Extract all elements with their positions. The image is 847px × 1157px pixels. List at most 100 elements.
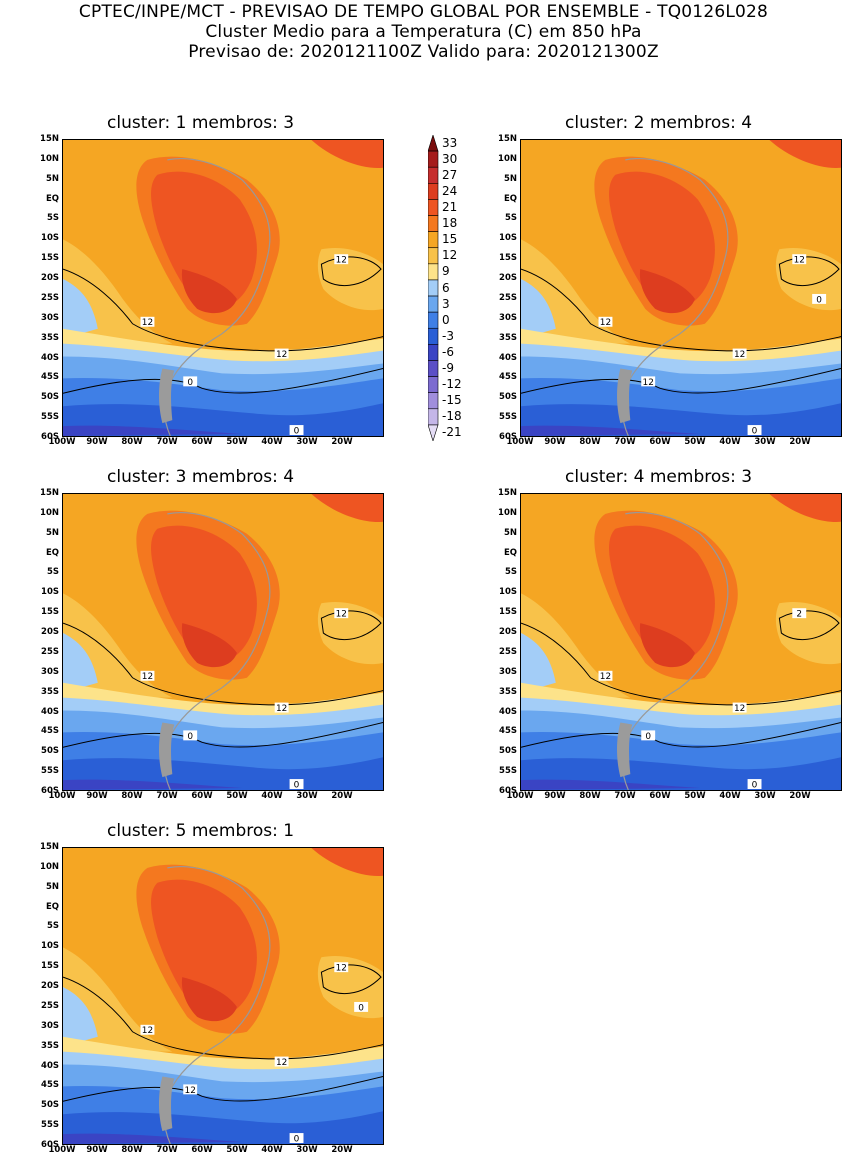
map-title: cluster: 1 membros: 3 — [107, 113, 295, 133]
contour-label-text: 12 — [734, 350, 745, 360]
contour-label-text: 0 — [645, 732, 651, 742]
contour-label: 12 — [183, 1084, 198, 1096]
atlantic-mild-zone — [317, 247, 383, 311]
lat-tick-label: 10S — [41, 941, 59, 952]
lat-tick-label: 25S — [499, 646, 517, 657]
contour-label-text: 0 — [358, 1003, 364, 1013]
continental-hot-region — [609, 171, 715, 311]
map-svg: 12 12 12 12 0 0 — [63, 848, 383, 1144]
colorbar-swatch — [428, 295, 439, 313]
colorbar-swatch — [428, 392, 439, 410]
hot-core — [639, 269, 695, 314]
header-line-3: Previsao de: 2020121100Z Valido para: 20… — [188, 42, 659, 62]
contour-label-text: 12 — [276, 704, 287, 714]
lon-tick-label: 30W — [296, 1145, 318, 1155]
lon-tick-label: 80W — [121, 791, 143, 801]
lat-tick-label: EQ — [45, 901, 59, 912]
colorbar-swatch — [428, 376, 439, 393]
lon-tick-label: 100W — [48, 1145, 76, 1155]
lat-tick-label: 30S — [499, 312, 517, 323]
lon-tick-label: 90W — [544, 437, 566, 447]
contour-label: 12 — [792, 254, 807, 266]
lat-tick-label: 5N — [45, 173, 59, 184]
lon-tick-label: 20W — [331, 1145, 353, 1155]
header-line-1: CPTEC/INPE/MCT - PREVISAO DE TEMPO GLOBA… — [78, 2, 769, 22]
contour-label: 12 — [140, 670, 155, 682]
lon-tick-label: 100W — [506, 791, 534, 801]
lat-tick-label: 50S — [499, 392, 517, 403]
pacific-cool-patch — [521, 279, 556, 339]
colorbar-label: -15 — [442, 393, 462, 408]
colorbar-label: 30 — [442, 151, 458, 166]
colorbar-swatch — [428, 135, 439, 152]
lon-tick-label: 80W — [579, 791, 601, 801]
header-line-2: Cluster Medio para a Temperatura (C) em … — [205, 22, 642, 42]
band-neg6 — [63, 1133, 242, 1144]
contour-0 — [521, 721, 841, 748]
colorbar-label: 21 — [442, 199, 458, 214]
colorbar-swatch — [428, 408, 439, 426]
lon-tick-label: 100W — [48, 437, 76, 447]
lat-tick-label: 55S — [499, 766, 517, 777]
contour-label: 0 — [354, 1001, 369, 1013]
colorbar-label: 0 — [442, 312, 450, 327]
contour-label-text: 12 — [276, 350, 287, 360]
lon-tick-label: 50W — [684, 791, 706, 801]
contour-label: 12 — [274, 1056, 289, 1068]
continental-hot-region — [151, 171, 257, 311]
hot-core — [181, 269, 237, 314]
map-title: cluster: 3 membros: 4 — [107, 467, 295, 487]
colorbar-label: -6 — [442, 344, 454, 359]
lat-tick-label: 25S — [41, 646, 59, 657]
pacific-cool-patch — [521, 633, 556, 693]
lon-tick-label: 40W — [261, 791, 283, 801]
lat-tick-label: 45S — [41, 372, 59, 383]
lon-tick-label: 70W — [614, 791, 636, 801]
contour-label-text: 0 — [294, 1135, 300, 1144]
warm-atlantic-patch — [769, 140, 841, 169]
contour-label-text: 0 — [294, 427, 300, 436]
colorbar-label: -12 — [442, 377, 462, 392]
continental-hot-region — [609, 525, 715, 665]
lon-tick-label: 50W — [226, 791, 248, 801]
lat-tick-label: 35S — [41, 686, 59, 697]
lat-tick-label: EQ — [503, 193, 517, 204]
contour-label-text: 12 — [336, 256, 347, 266]
contour-12 — [521, 622, 841, 706]
lon-tick-label: 60W — [191, 437, 213, 447]
lat-tick-label: 60S — [499, 432, 517, 442]
contour-label: 0 — [289, 779, 304, 790]
lat-tick-label: 55S — [499, 412, 517, 423]
contour-label-text: 0 — [816, 295, 822, 305]
lon-tick-label: 30W — [754, 437, 776, 447]
contour-label-text: 0 — [187, 732, 193, 742]
lat-tick-label: 25S — [41, 1000, 59, 1011]
lat-tick-label: 55S — [41, 766, 59, 777]
map-panel: 12 12 12 12 0 0 — [520, 139, 842, 437]
lon-tick-label: 80W — [121, 437, 143, 447]
map-svg: 2 12 12 0 0 — [521, 494, 841, 790]
lon-tick-label: 70W — [614, 437, 636, 447]
lat-tick-label: 35S — [499, 686, 517, 697]
colorbar-swatch — [428, 344, 439, 361]
lat-tick-label: 45S — [41, 1080, 59, 1091]
hot-core — [181, 623, 237, 668]
contour-label: 12 — [732, 348, 747, 360]
lon-tick-label: 90W — [86, 791, 108, 801]
continental-hot-region — [151, 525, 257, 665]
lat-tick-label: 30S — [499, 666, 517, 677]
lon-tick-label: 60W — [649, 437, 671, 447]
contour-label: 12 — [334, 962, 349, 974]
patagonia-land — [617, 368, 633, 424]
hot-core — [181, 977, 237, 1022]
colorbar-label: 12 — [442, 248, 458, 263]
lat-tick-label: 20S — [41, 627, 59, 638]
lat-tick-label: 50S — [499, 746, 517, 757]
lon-tick-label: 40W — [719, 437, 741, 447]
lat-tick-label: 5N — [45, 527, 59, 538]
contour-12 — [521, 268, 841, 352]
lon-tick-label: 50W — [226, 437, 248, 447]
contour-label-text: 12 — [336, 610, 347, 620]
lat-tick-label: 10S — [41, 233, 59, 244]
colorbar-swatch — [428, 166, 439, 184]
